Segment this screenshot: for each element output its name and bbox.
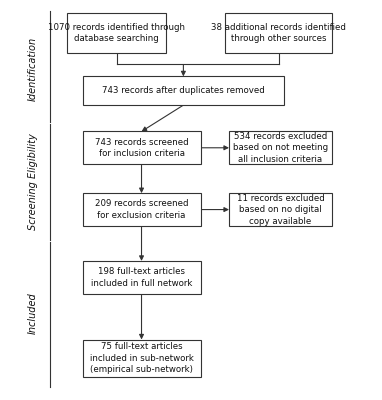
FancyBboxPatch shape — [83, 340, 201, 377]
FancyBboxPatch shape — [83, 193, 201, 226]
Text: 209 records screened
for exclusion criteria: 209 records screened for exclusion crite… — [95, 199, 188, 220]
Text: 11 records excluded
based on no digital
copy available: 11 records excluded based on no digital … — [236, 194, 324, 226]
Text: Included: Included — [28, 293, 38, 334]
Text: 1070 records identified through
database searching: 1070 records identified through database… — [48, 23, 185, 43]
FancyBboxPatch shape — [229, 193, 332, 226]
Text: Identification: Identification — [28, 36, 38, 100]
FancyBboxPatch shape — [83, 76, 284, 105]
FancyBboxPatch shape — [67, 14, 166, 52]
Text: Screening Eligibility: Screening Eligibility — [28, 134, 38, 230]
Text: 743 records after duplicates removed: 743 records after duplicates removed — [102, 86, 265, 95]
FancyBboxPatch shape — [83, 261, 201, 294]
Text: 534 records excluded
based on not meeting
all inclusion criteria: 534 records excluded based on not meetin… — [233, 132, 328, 164]
FancyBboxPatch shape — [225, 14, 332, 52]
Text: 743 records screened
for inclusion criteria: 743 records screened for inclusion crite… — [95, 138, 188, 158]
FancyBboxPatch shape — [229, 132, 332, 164]
Text: 198 full-text articles
included in full network: 198 full-text articles included in full … — [91, 267, 192, 288]
Text: 75 full-text articles
included in sub-network
(empirical sub-network): 75 full-text articles included in sub-ne… — [90, 342, 193, 374]
FancyBboxPatch shape — [83, 132, 201, 164]
Text: 38 additional records identified
through other sources: 38 additional records identified through… — [211, 23, 346, 43]
